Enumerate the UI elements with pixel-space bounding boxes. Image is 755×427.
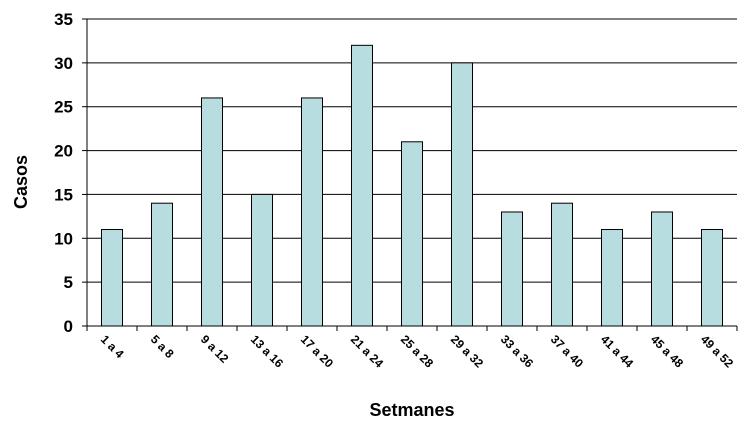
y-tick-label: 15 [54, 185, 73, 204]
x-tick-label: 13 a 16 [248, 332, 286, 370]
x-tick-label: 37 a 40 [548, 332, 586, 370]
x-tick-label: 41 a 44 [598, 332, 636, 370]
x-tick-label: 29 a 32 [448, 332, 486, 370]
y-tick-label: 10 [54, 229, 73, 248]
bar [401, 141, 423, 327]
x-tick-label: 25 a 28 [398, 332, 436, 370]
y-tick-label: 20 [54, 142, 73, 161]
bar [551, 202, 573, 327]
bar [251, 193, 273, 327]
x-tick-label: 33 a 36 [498, 332, 536, 370]
y-tick-label: 30 [54, 54, 73, 73]
bar [301, 97, 323, 327]
axes [82, 18, 738, 331]
y-axis-title: Casos [11, 155, 31, 209]
bar [601, 229, 623, 327]
y-tick-label: 35 [54, 10, 73, 29]
x-tick-label: 45 a 48 [648, 332, 686, 370]
y-tick-label: 5 [64, 273, 73, 292]
bar [701, 229, 723, 327]
x-tick-label: 1 a 4 [98, 332, 127, 361]
y-tick-label: 0 [64, 317, 73, 336]
bars [101, 44, 723, 327]
x-axis-title: Setmanes [369, 400, 454, 420]
bar [501, 211, 523, 327]
x-tick-label: 5 a 8 [148, 332, 177, 361]
bar [101, 229, 123, 327]
y-tick-label: 25 [54, 98, 73, 117]
bar [451, 62, 473, 327]
bar [651, 211, 673, 327]
x-tick-labels: 1 a 4 5 a 8 9 a 12 13 a 16 17 a 20 21 a 24 25 … [98, 332, 736, 370]
bar [201, 97, 223, 327]
y-tick-labels: 0 5 10 15 20 25 30 35 [54, 10, 73, 336]
x-tick-label: 9 a 12 [198, 332, 232, 366]
x-tick-label: 21 a 24 [348, 332, 386, 370]
x-tick-label: 49 a 52 [698, 332, 736, 370]
bar [151, 202, 173, 327]
x-tick-label: 17 a 20 [298, 332, 336, 370]
bar [351, 44, 373, 327]
